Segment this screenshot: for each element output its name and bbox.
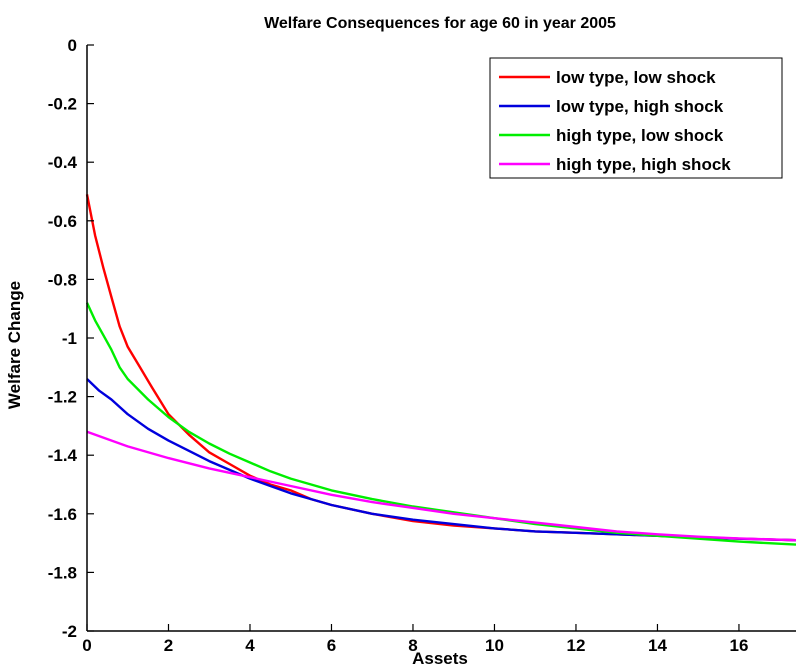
x-axis-label: Assets (412, 649, 468, 666)
legend-label-3: high type, low shock (556, 126, 724, 145)
legend-label-4: high type, high shock (556, 155, 731, 174)
x-tick-label: 6 (327, 636, 336, 655)
x-tick-label: 14 (648, 636, 667, 655)
y-tick-label: -1.6 (48, 505, 77, 524)
x-tick-label: 10 (485, 636, 504, 655)
y-ticks: 0 -0.2 -0.4 -0.6 -0.8 -1 -1.2 -1.4 -1.6 -1.8 -2 (48, 36, 94, 641)
legend: low type, low shock low type, high shock h… (489, 57, 783, 179)
series-layer (85, 194, 796, 546)
series-line-4 (86, 430, 796, 542)
x-tick-label: 2 (164, 636, 173, 655)
y-axis-label: Welfare Change (5, 281, 24, 409)
legend-label-1: low type, low shock (556, 68, 716, 87)
x-tick-label: 16 (729, 636, 748, 655)
y-tick-label: -1.8 (48, 563, 77, 582)
x-tick-label: 0 (82, 636, 91, 655)
x-tick-label: 12 (567, 636, 586, 655)
y-tick-label: -0.4 (48, 153, 78, 172)
chart-title: Welfare Consequences for age 60 in year … (264, 15, 616, 32)
x-tick-label: 8 (408, 636, 417, 655)
y-tick-label: -1 (62, 329, 77, 348)
y-tick-label: -0.8 (48, 270, 77, 289)
legend-items: low type, low shock low type, high shock h… (499, 68, 731, 174)
series-line-2 (86, 378, 796, 542)
y-tick-label: -2 (62, 622, 77, 641)
y-tick-label: -0.2 (48, 95, 77, 114)
y-tick-label: -1.2 (48, 388, 77, 407)
legend-label-2: low type, high shock (556, 97, 724, 116)
y-tick-label: -1.4 (48, 446, 78, 465)
y-tick-label: -0.6 (48, 212, 77, 231)
series-line-3 (85, 302, 796, 546)
y-tick-label: 0 (68, 36, 77, 55)
x-tick-label: 4 (245, 636, 255, 655)
x-ticks: 0 2 4 6 8 10 12 14 16 (82, 624, 748, 655)
